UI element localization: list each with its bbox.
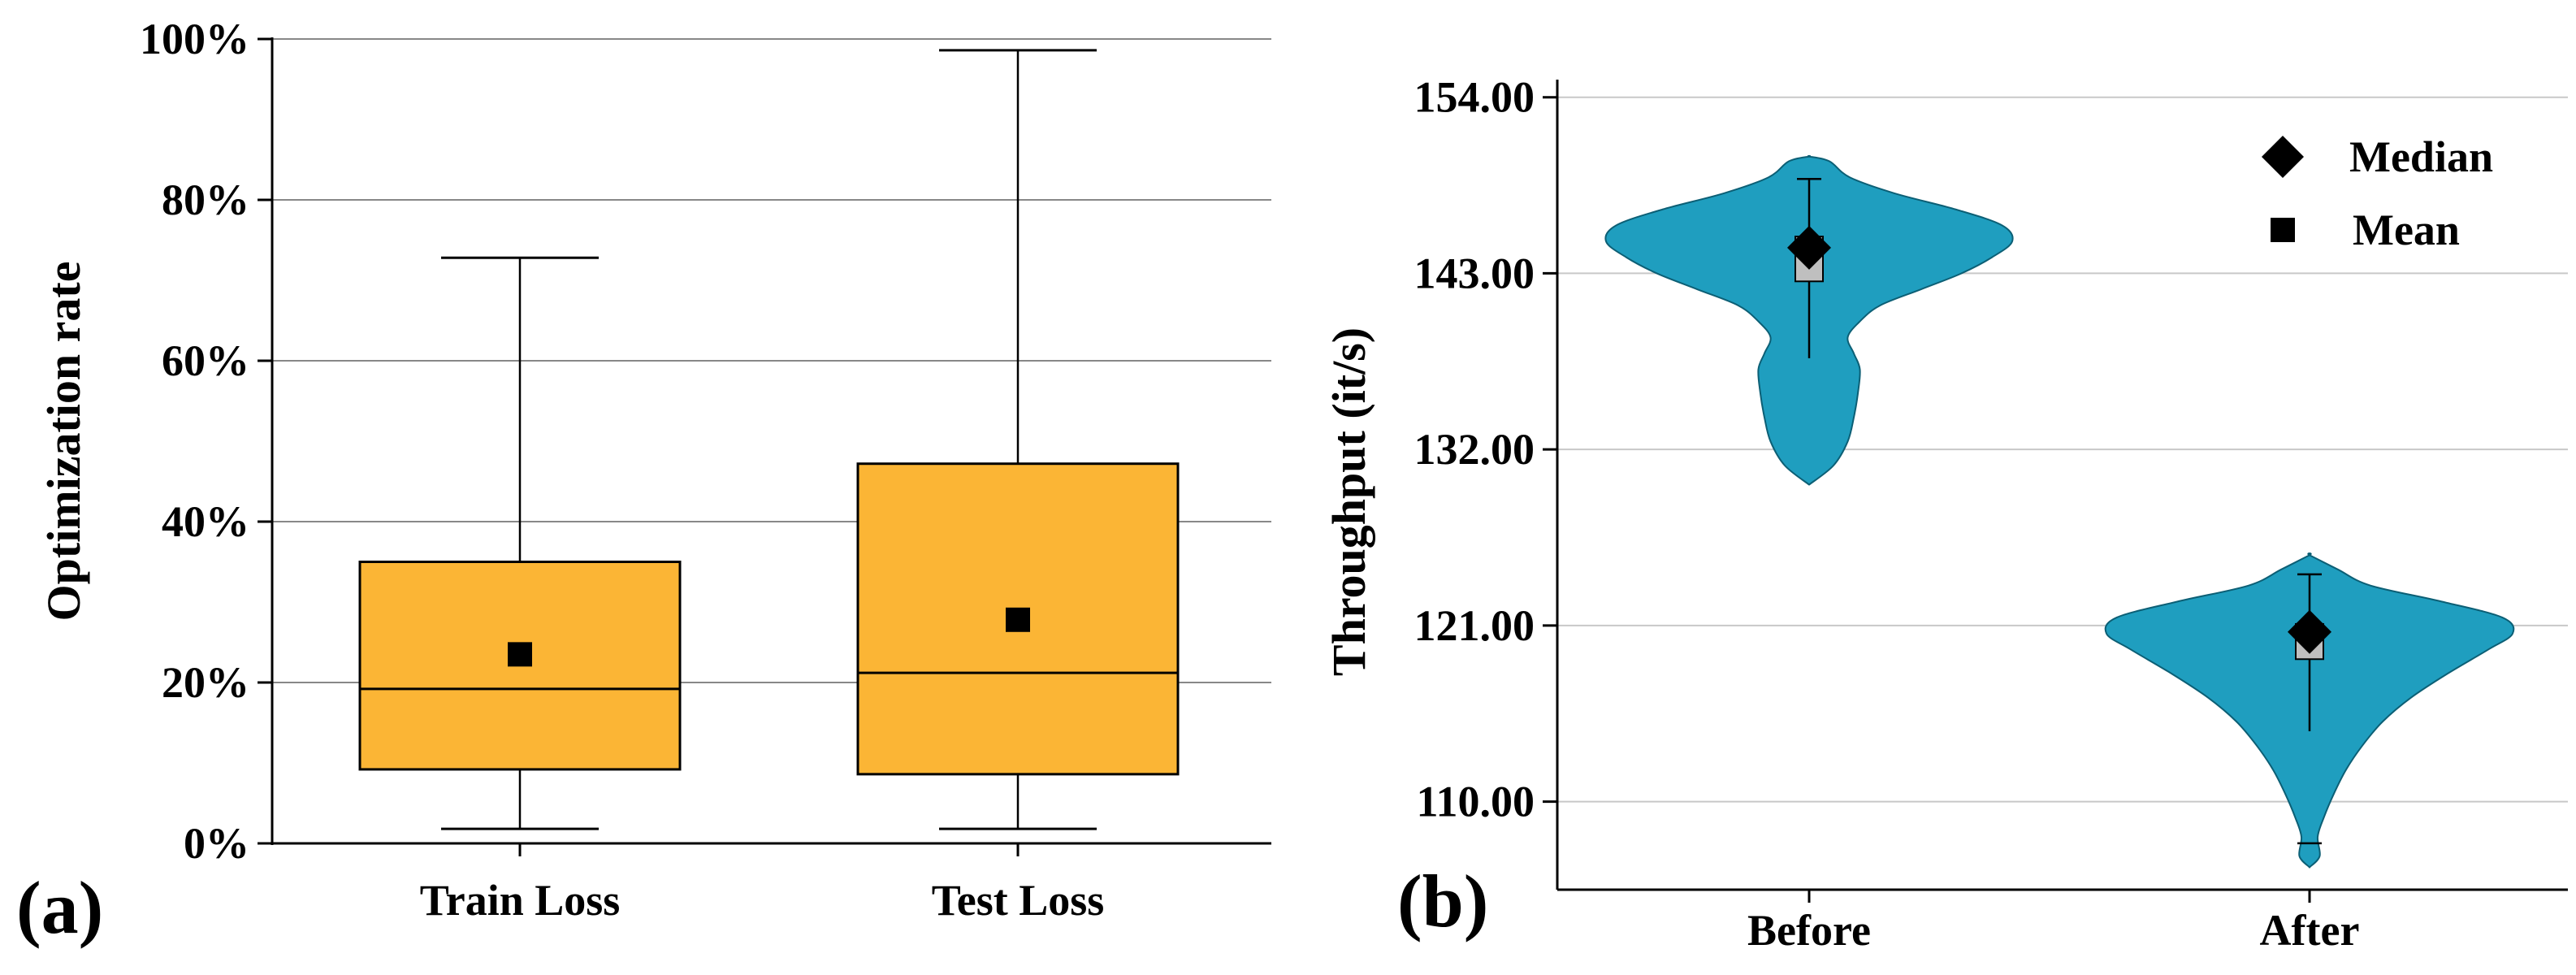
- y-tick-label: 121.00: [1414, 601, 1535, 650]
- y-axis-title: Throughput (it/s): [1323, 327, 1375, 676]
- y-tick-label: 40%: [162, 497, 249, 546]
- y-tick-label: 20%: [162, 658, 249, 707]
- panel-label-b: (b): [1397, 860, 1488, 942]
- panel-b-violin-plot: 110.00 121.00 132.00 143.00 154.00 Throughput…: [1323, 73, 2568, 955]
- y-axis-title: Optimization rate: [37, 262, 90, 622]
- x-tick-label: After: [2260, 906, 2360, 955]
- legend-median-marker: [2262, 136, 2304, 178]
- mean-marker: [1006, 607, 1030, 632]
- y-tick-label: 60%: [162, 336, 249, 385]
- panel-label-a: (a): [16, 866, 103, 949]
- x-tick-label: Train Loss: [420, 876, 621, 925]
- y-tick-label: 154.00: [1414, 73, 1535, 122]
- mean-marker: [508, 642, 532, 667]
- legend-median-label: Median: [2349, 132, 2493, 181]
- median-marker: [2288, 609, 2331, 654]
- panel-a-box-plot: 0% 20% 40% 60% 80% 100% Optimization rate Train…: [37, 15, 1271, 925]
- y-tick-label: 80%: [162, 176, 249, 224]
- y-tick-label: 0%: [184, 819, 249, 868]
- y-tick-label: 143.00: [1414, 249, 1535, 297]
- x-tick-label: Test Loss: [932, 876, 1105, 925]
- median-marker: [1787, 225, 1831, 270]
- legend-mean-marker: [2271, 218, 2295, 242]
- legend-mean-label: Mean: [2353, 206, 2460, 254]
- y-tick-label: 110.00: [1416, 778, 1535, 826]
- x-tick-label: Before: [1747, 906, 1871, 955]
- y-tick-label: 132.00: [1414, 425, 1535, 474]
- y-tick-label: 100%: [140, 15, 249, 63]
